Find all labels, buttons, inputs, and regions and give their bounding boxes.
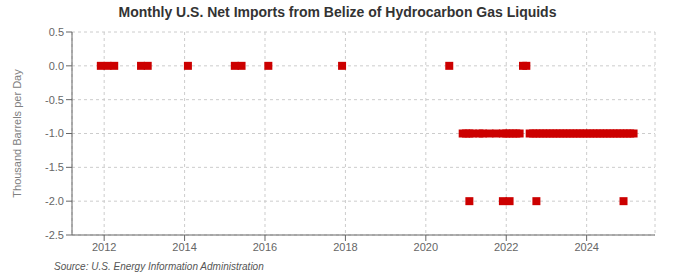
svg-text:2022: 2022 (494, 241, 518, 253)
svg-text:-1.5: -1.5 (45, 161, 64, 173)
html-text:Source: U.S. Energy Informatio: Source: U.S. Energy Information Administ… (54, 261, 264, 272)
svg-text:-1.0: -1.0 (45, 127, 64, 139)
svg-text:2018: 2018 (333, 241, 357, 253)
svg-text:2012: 2012 (92, 241, 116, 253)
svg-text:2020: 2020 (414, 241, 438, 253)
svg-text:Thousand Barrels per Day: Thousand Barrels per Day (11, 69, 23, 198)
svg-text:0.0: 0.0 (49, 60, 64, 72)
svg-text:2016: 2016 (253, 241, 277, 253)
svg-text:2024: 2024 (574, 241, 598, 253)
svg-text:-2.0: -2.0 (45, 195, 64, 207)
html-text:Monthly U.S. Net Imports from: Monthly U.S. Net Imports from Belize of … (118, 4, 557, 20)
svg-text:2014: 2014 (172, 241, 196, 253)
svg-text:-2.5: -2.5 (45, 229, 64, 241)
svg-text:0.5: 0.5 (49, 26, 64, 38)
svg-text:-0.5: -0.5 (45, 94, 64, 106)
